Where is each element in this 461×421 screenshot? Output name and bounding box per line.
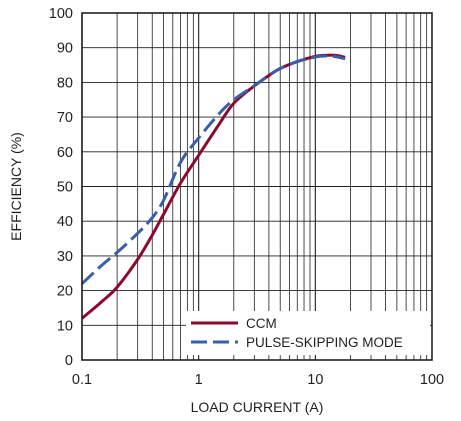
y-tick-label: 40 (57, 214, 73, 230)
series-layer (80, 53, 346, 320)
y-tick-label: 30 (57, 249, 73, 265)
plot-frame (81, 12, 433, 361)
y-tick-label: 90 (57, 41, 73, 57)
legend-label-ccm: CCM (246, 316, 277, 331)
y-tick-label: 0 (65, 353, 73, 369)
y-tick-label: 60 (57, 145, 73, 161)
x-tick-label: 0.1 (72, 372, 92, 388)
grid (81, 12, 432, 361)
y-axis-title: EFFICIENCY (%) (8, 132, 24, 241)
x-tick-labels: 0.1 1 10 100 (72, 372, 444, 388)
y-tick-label: 70 (57, 110, 73, 126)
legend-background (186, 311, 430, 355)
x-axis-title: LOAD CURRENT (A) (191, 399, 324, 415)
y-tick-labels: 0 10 20 30 40 50 60 70 80 90 100 (49, 6, 73, 369)
y-tick-label: 10 (57, 318, 73, 334)
y-tick-label: 80 (57, 75, 73, 91)
x-tick-label: 10 (307, 372, 323, 388)
x-tick-label: 1 (195, 372, 203, 388)
x-tick-label: 100 (420, 372, 444, 388)
legend: CCM PULSE-SKIPPING MODE (186, 311, 430, 355)
y-tick-label: 50 (57, 180, 73, 196)
series-line-pulse-skipping (80, 54, 346, 285)
y-tick-label: 100 (49, 6, 73, 22)
legend-label-pulse-skipping: PULSE-SKIPPING MODE (246, 335, 403, 350)
y-tick-label: 20 (57, 284, 73, 300)
